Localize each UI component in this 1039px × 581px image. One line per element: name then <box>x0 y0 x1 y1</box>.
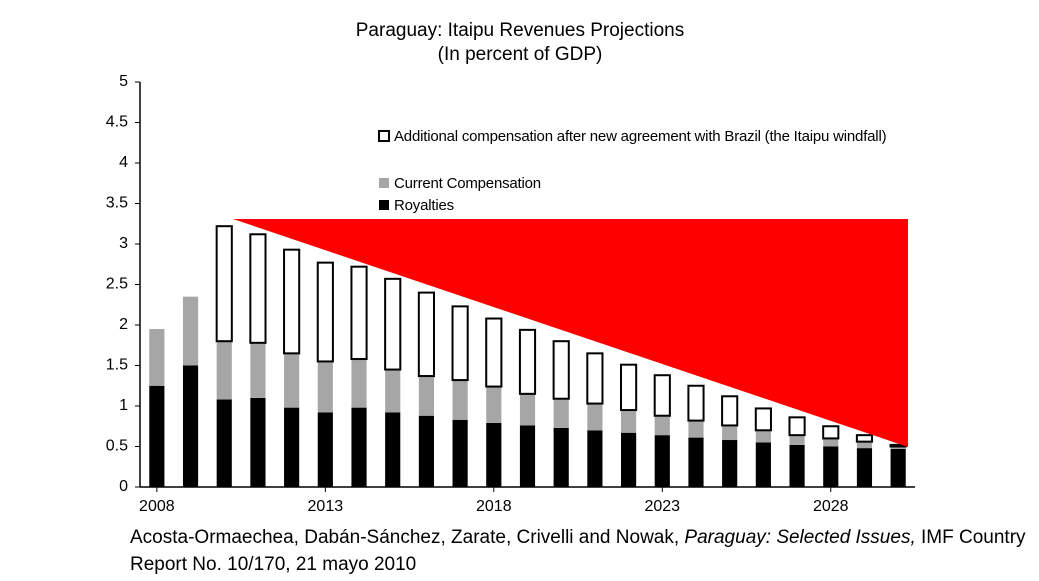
bar-segment <box>789 435 805 445</box>
bar-segment <box>351 407 367 487</box>
bar-segment <box>418 415 434 487</box>
bar-segment <box>182 365 199 487</box>
bar-segment <box>552 340 570 400</box>
bar-segment <box>587 403 603 431</box>
bar-segment <box>788 416 806 437</box>
bar-segment <box>654 435 670 487</box>
y-tick-label: 4 <box>119 154 128 171</box>
bar-segment <box>722 440 738 487</box>
bar-segment <box>384 277 402 371</box>
bar-segment <box>620 363 638 412</box>
bar-segment <box>250 342 266 398</box>
bar-segment <box>385 369 401 413</box>
chart-title: Paraguay: Itaipu Revenues Projections <box>356 20 684 41</box>
bar-segment <box>316 261 334 363</box>
bar-segment <box>519 425 536 487</box>
bar-segment <box>385 412 401 487</box>
bar-segment <box>653 374 671 417</box>
x-tick-label: 2023 <box>644 498 680 515</box>
bar-segment <box>451 305 469 382</box>
bar-segment <box>215 225 233 343</box>
y-tick-label: 5 <box>119 73 128 90</box>
bar-segment <box>486 386 502 424</box>
legend-entry: Current Compensation <box>394 175 541 192</box>
bar-segment <box>216 399 232 487</box>
bar-segment <box>822 425 840 440</box>
y-tick-label: 3.5 <box>106 195 128 212</box>
bar-segment <box>688 437 704 487</box>
y-tick-label: 2.5 <box>106 276 128 293</box>
bar-segment <box>317 412 333 487</box>
bar-segment <box>755 430 771 443</box>
bar-segment <box>149 385 165 487</box>
bar-segment <box>452 419 468 487</box>
bar-segment <box>284 353 300 408</box>
bar-segment <box>654 415 670 436</box>
bar-segment <box>485 317 503 388</box>
bar-segment <box>417 291 435 378</box>
y-tick-label: 3 <box>119 235 128 252</box>
bar-segment <box>890 448 906 487</box>
bar-segment <box>823 438 839 447</box>
bar-segment <box>856 441 873 449</box>
bar-segment <box>754 407 772 432</box>
bar-segment <box>621 410 637 433</box>
source-note: Acosta-Ormaechea, Dabán-Sánchez, Zarate,… <box>130 524 1030 578</box>
bar-segment <box>856 448 873 487</box>
source-authors: Acosta-Ormaechea, Dabán-Sánchez, Zarate,… <box>130 527 680 548</box>
source-publication: Paraguay: Selected Issues, <box>684 527 916 548</box>
legend-entry: Additional compensation after new agreem… <box>394 128 887 145</box>
bar-segment <box>687 384 705 422</box>
y-tick-label: 0.5 <box>106 438 128 455</box>
bars <box>149 225 907 487</box>
bar-segment <box>789 444 805 487</box>
bar-segment <box>283 248 301 355</box>
y-tick-label: 1.5 <box>106 357 128 374</box>
bar-segment <box>182 296 199 366</box>
bar-segment <box>418 376 434 416</box>
chart-subtitle: (In percent of GDP) <box>438 44 603 65</box>
annotation-triangle <box>233 219 908 447</box>
legend-swatch <box>378 130 390 142</box>
bar-segment <box>721 395 739 427</box>
y-tick-label: 0 <box>119 478 128 495</box>
bar-segment <box>722 425 738 441</box>
legend-swatch <box>379 200 389 210</box>
bar-segment <box>249 233 267 344</box>
bar-segment <box>149 329 165 386</box>
bar-segment <box>317 361 333 413</box>
bar-segment <box>351 359 367 408</box>
bar-segment <box>216 341 232 400</box>
bar-segment <box>587 430 603 487</box>
legend-swatch <box>379 178 389 188</box>
bar-segment <box>586 352 604 405</box>
x-tick-label: 2008 <box>139 498 175 515</box>
x-tick-label: 2013 <box>308 498 344 515</box>
y-tick-label: 2 <box>119 316 128 333</box>
bar-segment <box>553 398 569 428</box>
bar-segment <box>823 446 839 487</box>
chart: Paraguay: Itaipu Revenues Projections (I… <box>106 20 915 515</box>
bar-segment <box>518 328 537 395</box>
bar-segment <box>855 434 874 443</box>
bar-segment <box>553 427 569 487</box>
x-tick-label: 2018 <box>476 498 512 515</box>
bar-segment <box>350 265 368 361</box>
bar-segment <box>621 432 637 487</box>
bar-segment <box>519 393 536 426</box>
bar-segment <box>688 420 704 438</box>
bar-segment <box>486 423 502 487</box>
bar-segment <box>755 442 771 487</box>
bar-segment <box>452 380 468 420</box>
x-tick-label: 2028 <box>813 498 849 515</box>
legend-entry: Royalties <box>394 197 454 214</box>
bar-segment <box>284 407 300 487</box>
bar-segment <box>890 446 906 449</box>
source-details: IMF Country Report No. 10/170, 21 mayo 2… <box>130 527 1026 575</box>
bar-segment <box>250 397 266 487</box>
y-tick-label: 4.5 <box>106 114 128 131</box>
y-tick-label: 1 <box>119 397 128 414</box>
